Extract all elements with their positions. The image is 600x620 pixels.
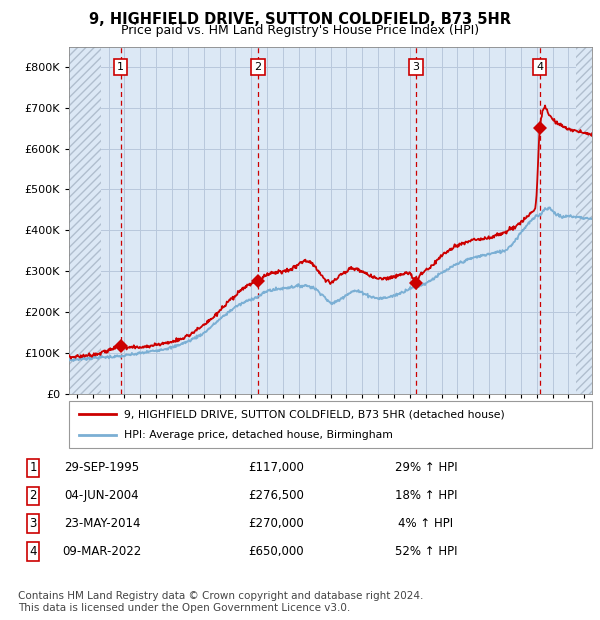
Text: 1: 1 [117, 62, 124, 72]
Text: £276,500: £276,500 [248, 489, 304, 502]
Text: 4% ↑ HPI: 4% ↑ HPI [398, 517, 454, 530]
Text: 9, HIGHFIELD DRIVE, SUTTON COLDFIELD, B73 5HR (detached house): 9, HIGHFIELD DRIVE, SUTTON COLDFIELD, B7… [124, 409, 505, 419]
Text: 3: 3 [413, 62, 419, 72]
Text: 18% ↑ HPI: 18% ↑ HPI [395, 489, 457, 502]
Text: 2: 2 [254, 62, 262, 72]
Text: HPI: Average price, detached house, Birmingham: HPI: Average price, detached house, Birm… [124, 430, 393, 440]
Text: 04-JUN-2004: 04-JUN-2004 [65, 489, 139, 502]
Text: £117,000: £117,000 [248, 461, 304, 474]
Text: 4: 4 [29, 545, 37, 558]
Text: 23-MAY-2014: 23-MAY-2014 [64, 517, 140, 530]
Text: 1: 1 [29, 461, 37, 474]
Text: 29% ↑ HPI: 29% ↑ HPI [395, 461, 457, 474]
FancyBboxPatch shape [69, 401, 592, 448]
Text: £650,000: £650,000 [248, 545, 304, 558]
Text: 29-SEP-1995: 29-SEP-1995 [64, 461, 140, 474]
Text: 4: 4 [536, 62, 543, 72]
Text: Price paid vs. HM Land Registry's House Price Index (HPI): Price paid vs. HM Land Registry's House … [121, 24, 479, 37]
Text: £270,000: £270,000 [248, 517, 304, 530]
Text: 2: 2 [29, 489, 37, 502]
Text: 9, HIGHFIELD DRIVE, SUTTON COLDFIELD, B73 5HR: 9, HIGHFIELD DRIVE, SUTTON COLDFIELD, B7… [89, 12, 511, 27]
Text: 09-MAR-2022: 09-MAR-2022 [62, 545, 142, 558]
Text: Contains HM Land Registry data © Crown copyright and database right 2024.
This d: Contains HM Land Registry data © Crown c… [18, 591, 424, 613]
Text: 52% ↑ HPI: 52% ↑ HPI [395, 545, 457, 558]
Text: 3: 3 [29, 517, 37, 530]
